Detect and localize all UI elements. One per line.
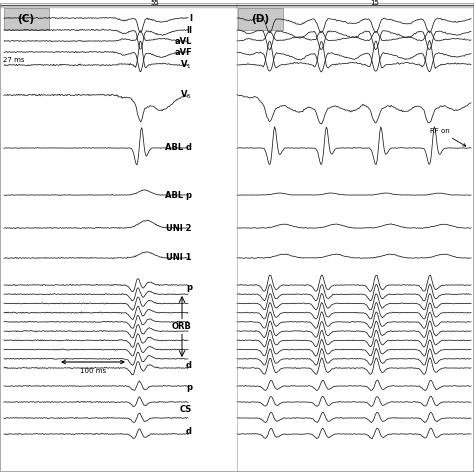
Text: 15: 15	[371, 0, 380, 6]
FancyBboxPatch shape	[4, 8, 49, 30]
Text: UNI 1: UNI 1	[166, 254, 192, 263]
Text: CS: CS	[180, 405, 192, 414]
Text: ABL d: ABL d	[165, 144, 192, 153]
Text: V$_5$: V$_5$	[180, 89, 192, 101]
FancyBboxPatch shape	[238, 8, 283, 30]
Text: (D): (D)	[251, 14, 269, 24]
Text: ABL p: ABL p	[165, 191, 192, 200]
Text: (C): (C)	[18, 14, 35, 24]
Text: 100 ms: 100 ms	[80, 368, 106, 374]
Text: 55: 55	[151, 0, 159, 6]
Text: p: p	[186, 383, 192, 392]
Text: I: I	[189, 13, 192, 22]
Text: II: II	[186, 26, 192, 35]
Text: UNI 2: UNI 2	[166, 224, 192, 233]
Text: aVL: aVL	[174, 36, 192, 46]
Text: d: d	[186, 428, 192, 437]
Text: d: d	[186, 362, 192, 371]
Text: p: p	[186, 283, 192, 292]
Text: aVF: aVF	[174, 47, 192, 56]
Text: RF on: RF on	[430, 128, 466, 146]
Text: 27 ms: 27 ms	[3, 57, 25, 63]
Text: ORB: ORB	[172, 322, 192, 331]
Text: V$_1$: V$_1$	[180, 59, 192, 71]
